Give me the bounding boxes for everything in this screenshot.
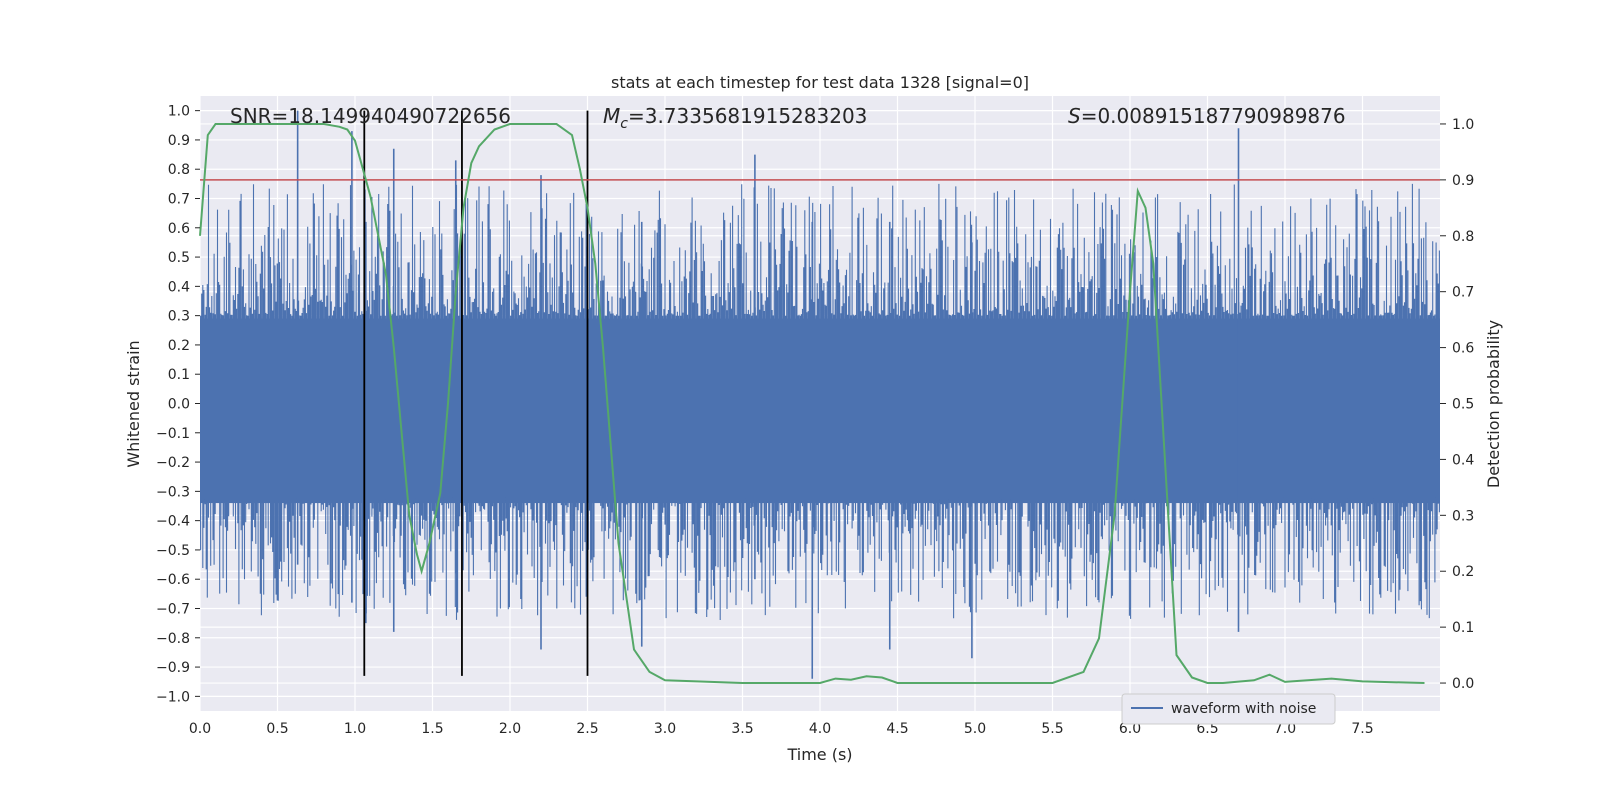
y-right-tick-label: 0.1 xyxy=(1452,620,1474,636)
x-tick-label: 5.5 xyxy=(1041,721,1063,737)
y-left-tick-label: −0.7 xyxy=(156,602,190,618)
y-right-tick-labels: 1.0 0.9 0.8 0.7 0.6 0.5 0.4 0.3 0.2 0.1 0.0 xyxy=(1440,117,1474,692)
chirp-mass-annotation: Mc=3.7335681915283203 xyxy=(603,104,867,132)
y-right-axis-label: Detection probability xyxy=(1484,320,1503,488)
y-left-tick-label: 0.7 xyxy=(168,192,190,208)
y-right-tick-label: 0.7 xyxy=(1452,285,1474,301)
y-left-tick-labels: 1.0 0.9 0.8 0.7 0.6 0.5 0.4 0.3 0.2 0.1 0.0 −0.1 −0.… xyxy=(156,104,200,705)
y-left-tick-label: −0.8 xyxy=(156,631,190,647)
y-left-tick-label: −0.1 xyxy=(156,426,190,442)
y-left-tick-label: −0.6 xyxy=(156,572,190,588)
y-right-tick-label: 0.5 xyxy=(1452,397,1474,413)
y-right-tick-label: 0.0 xyxy=(1452,676,1474,692)
waveform-dense-band xyxy=(200,318,1440,504)
x-tick-label: 7.5 xyxy=(1351,721,1373,737)
y-left-tick-label: 0.9 xyxy=(168,133,190,149)
x-tick-label: 6.0 xyxy=(1119,721,1141,737)
y-left-axis-label: Whitened strain xyxy=(124,340,143,467)
x-tick-labels: 0.0 0.5 1.0 1.5 2.0 2.5 3.0 3.5 4.0 4.5 5.0 5.5 6.0 6… xyxy=(189,721,1374,737)
x-tick-label: 4.5 xyxy=(886,721,908,737)
x-tick-label: 2.5 xyxy=(576,721,598,737)
s-symbol: S xyxy=(1068,104,1081,128)
y-left-tick-label: −0.4 xyxy=(156,514,190,530)
y-left-tick-label: 0.0 xyxy=(168,397,190,413)
y-right-tick-label: 0.4 xyxy=(1452,452,1474,468)
x-tick-label: 0.5 xyxy=(266,721,288,737)
y-right-tick-label: 0.2 xyxy=(1452,564,1474,580)
y-left-tick-label: −0.5 xyxy=(156,543,190,559)
x-tick-label: 2.0 xyxy=(499,721,521,737)
y-left-tick-label: 0.5 xyxy=(168,250,190,266)
probability-line xyxy=(199,123,1425,684)
y-right-tick-label: 0.8 xyxy=(1452,229,1474,245)
x-tick-label: 3.0 xyxy=(654,721,676,737)
legend: waveform with noise xyxy=(1121,693,1336,725)
legend-label: waveform with noise xyxy=(1171,701,1316,717)
chirp-mass-symbol: M xyxy=(603,104,620,128)
waveform-series xyxy=(200,110,1440,679)
x-tick-label: 0.0 xyxy=(189,721,211,737)
x-tick-label: 5.0 xyxy=(964,721,986,737)
x-tick-label: 3.5 xyxy=(731,721,753,737)
x-tick-label: 6.5 xyxy=(1196,721,1218,737)
s-value: =0.008915187790989876 xyxy=(1081,104,1346,128)
y-right-tick-label: 0.3 xyxy=(1452,508,1474,524)
y-left-tick-label: −0.2 xyxy=(156,455,190,471)
x-tick-label: 7.0 xyxy=(1274,721,1296,737)
snr-annotation: SNR=18.149940490722656 xyxy=(230,104,511,128)
y-left-tick-label: 0.3 xyxy=(168,309,190,325)
x-tick-label: 4.0 xyxy=(809,721,831,737)
x-axis-label: Time (s) xyxy=(786,745,852,764)
chart-title: stats at each timestep for test data 132… xyxy=(611,73,1029,92)
y-right-tick-label: 1.0 xyxy=(1452,117,1474,133)
chirp-mass-value: =3.7335681915283203 xyxy=(628,104,867,128)
y-left-tick-label: 0.4 xyxy=(168,279,190,295)
y-left-tick-label: 0.8 xyxy=(168,162,190,178)
y-right-tick-label: 0.6 xyxy=(1452,341,1474,357)
s-annotation: S=0.008915187790989876 xyxy=(1068,104,1346,128)
legend-box xyxy=(1121,693,1336,725)
y-left-tick-label: 0.2 xyxy=(168,338,190,354)
y-left-tick-label: 0.1 xyxy=(168,367,190,383)
y-left-tick-label: −0.9 xyxy=(156,660,190,676)
chirp-mass-subscript: c xyxy=(620,116,628,132)
x-tick-label: 1.0 xyxy=(344,721,366,737)
y-right-tick-label: 0.9 xyxy=(1452,173,1474,189)
y-left-tick-label: 1.0 xyxy=(168,104,190,120)
y-left-tick-label: 0.6 xyxy=(168,221,190,237)
x-tick-label: 1.5 xyxy=(421,721,443,737)
y-left-tick-label: −0.3 xyxy=(156,484,190,500)
y-left-tick-label: −1.0 xyxy=(156,689,190,705)
